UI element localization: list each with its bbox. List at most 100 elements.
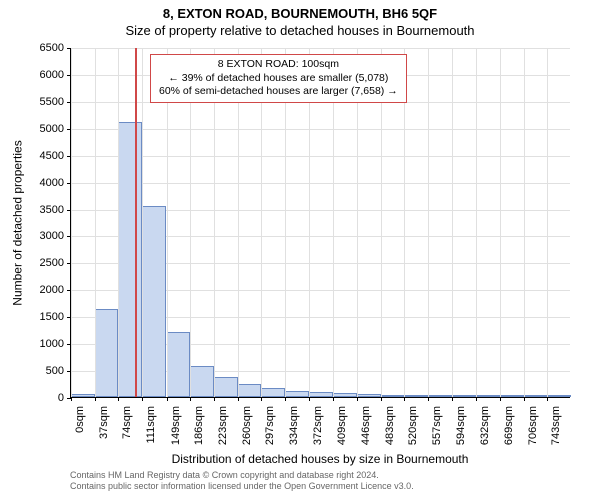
- x-tick-mark: [118, 397, 119, 401]
- histogram-bar: [285, 391, 309, 397]
- gridline-v: [428, 48, 429, 397]
- x-tick-label: 669sqm: [503, 406, 515, 466]
- chart-title-main: 8, EXTON ROAD, BOURNEMOUTH, BH6 5QF: [0, 0, 600, 21]
- x-tick-mark: [333, 397, 334, 401]
- histogram-bar: [428, 395, 452, 397]
- gridline-v: [71, 48, 72, 397]
- x-tick-label: 632sqm: [479, 406, 491, 466]
- gridline-h: [71, 129, 570, 130]
- histogram-bar: [214, 377, 238, 397]
- x-tick-mark: [524, 397, 525, 401]
- y-tick-label: 6500: [14, 42, 64, 54]
- gridline-v: [547, 48, 548, 397]
- gridline-v: [524, 48, 525, 397]
- y-tick-label: 2500: [14, 257, 64, 269]
- y-tick-label: 0: [14, 392, 64, 404]
- x-tick-mark: [261, 397, 262, 401]
- x-tick-mark: [500, 397, 501, 401]
- histogram-bar: [357, 394, 381, 397]
- x-tick-mark: [238, 397, 239, 401]
- y-tick-label: 5500: [14, 96, 64, 108]
- x-tick-label: 149sqm: [170, 406, 182, 466]
- x-tick-mark: [95, 397, 96, 401]
- histogram-bar: [142, 206, 166, 397]
- x-tick-mark: [476, 397, 477, 401]
- y-tick-label: 4000: [14, 177, 64, 189]
- histogram-bar: [309, 392, 333, 397]
- y-tick-label: 500: [14, 365, 64, 377]
- x-tick-mark: [309, 397, 310, 401]
- x-tick-mark: [142, 397, 143, 401]
- gridline-v: [476, 48, 477, 397]
- gridline-v: [500, 48, 501, 397]
- gridline-h: [71, 48, 570, 49]
- x-tick-mark: [190, 397, 191, 401]
- gridline-v: [118, 48, 119, 397]
- histogram-bar: [404, 395, 428, 397]
- annotation-line2: ← 39% of detached houses are smaller (5,…: [159, 72, 398, 86]
- x-tick-mark: [428, 397, 429, 401]
- x-tick-label: 334sqm: [288, 406, 300, 466]
- x-tick-label: 706sqm: [527, 406, 539, 466]
- gridline-h: [71, 183, 570, 184]
- annotation-box: 8 EXTON ROAD: 100sqm ← 39% of detached h…: [150, 54, 407, 103]
- x-tick-label: 409sqm: [336, 406, 348, 466]
- x-tick-label: 186sqm: [193, 406, 205, 466]
- x-tick-label: 743sqm: [550, 406, 562, 466]
- y-tick-label: 5000: [14, 123, 64, 135]
- plot-area: 8 EXTON ROAD: 100sqm ← 39% of detached h…: [70, 48, 570, 398]
- x-tick-mark: [357, 397, 358, 401]
- histogram-bar: [167, 332, 191, 397]
- histogram-bar: [381, 395, 405, 397]
- histogram-bar: [500, 395, 524, 397]
- x-tick-label: 37sqm: [98, 406, 110, 466]
- histogram-bar: [524, 395, 548, 397]
- gridline-v: [142, 48, 143, 397]
- x-tick-mark: [214, 397, 215, 401]
- histogram-bar: [95, 309, 119, 397]
- x-tick-label: 0sqm: [74, 406, 86, 466]
- histogram-bar: [452, 395, 476, 397]
- x-tick-label: 372sqm: [312, 406, 324, 466]
- y-tick-label: 3000: [14, 230, 64, 242]
- x-tick-mark: [404, 397, 405, 401]
- x-tick-label: 297sqm: [264, 406, 276, 466]
- gridline-v: [452, 48, 453, 397]
- y-tick-label: 1500: [14, 311, 64, 323]
- histogram-bar: [476, 395, 500, 397]
- x-tick-label: 260sqm: [241, 406, 253, 466]
- footer: Contains HM Land Registry data © Crown c…: [70, 470, 570, 492]
- annotation-line3: 60% of semi-detached houses are larger (…: [159, 85, 398, 99]
- x-tick-label: 223sqm: [217, 406, 229, 466]
- histogram-bar: [238, 384, 262, 397]
- x-tick-label: 594sqm: [455, 406, 467, 466]
- gridline-h: [71, 156, 570, 157]
- y-tick-label: 6000: [14, 69, 64, 81]
- chart-title-sub: Size of property relative to detached ho…: [0, 21, 600, 42]
- histogram-bar: [190, 366, 214, 397]
- histogram-bar: [71, 394, 95, 397]
- x-tick-label: 557sqm: [431, 406, 443, 466]
- histogram-bar: [547, 395, 571, 397]
- y-tick-label: 2000: [14, 284, 64, 296]
- x-tick-label: 483sqm: [384, 406, 396, 466]
- x-tick-mark: [285, 397, 286, 401]
- x-tick-label: 74sqm: [121, 406, 133, 466]
- x-tick-mark: [167, 397, 168, 401]
- x-tick-mark: [452, 397, 453, 401]
- histogram-bar: [333, 393, 357, 397]
- x-tick-mark: [71, 397, 72, 401]
- footer-line1: Contains HM Land Registry data © Crown c…: [70, 470, 570, 481]
- x-tick-mark: [547, 397, 548, 401]
- x-tick-mark: [381, 397, 382, 401]
- chart-container: 8, EXTON ROAD, BOURNEMOUTH, BH6 5QF Size…: [0, 0, 600, 500]
- x-tick-label: 446sqm: [360, 406, 372, 466]
- histogram-bar: [118, 122, 142, 397]
- histogram-bar: [261, 388, 285, 397]
- y-tick-label: 4500: [14, 150, 64, 162]
- x-tick-label: 111sqm: [145, 406, 157, 466]
- x-tick-label: 520sqm: [407, 406, 419, 466]
- y-tick-label: 3500: [14, 204, 64, 216]
- footer-line2: Contains public sector information licen…: [70, 481, 570, 492]
- marker-line: [135, 48, 137, 397]
